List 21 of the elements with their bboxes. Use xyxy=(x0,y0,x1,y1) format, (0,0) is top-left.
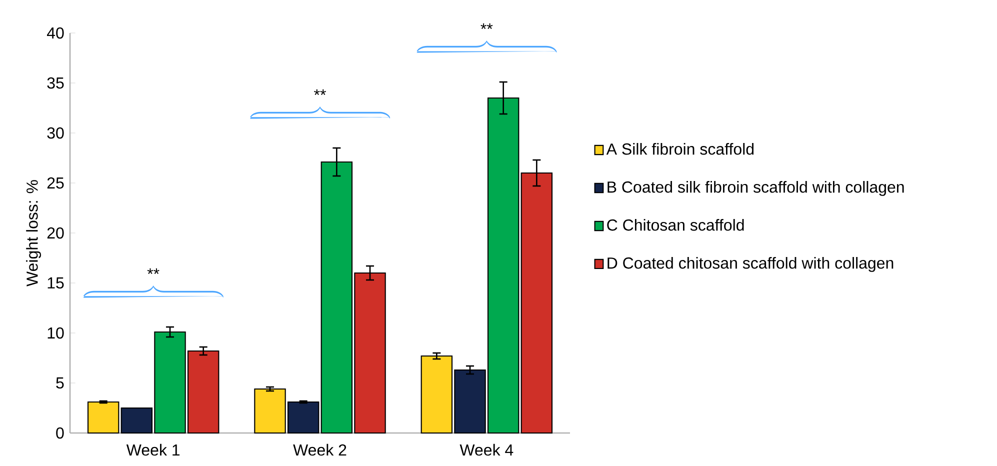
legend-label: B Coated silk fibroin scaffold with collagen xyxy=(608,181,904,196)
y-tick-label: 10 xyxy=(48,327,64,339)
legend-label: D Coated chitosan scaffold with collagen xyxy=(608,256,894,272)
y-tick-label: 35 xyxy=(47,77,64,89)
legend-label: C Chitosan scaffold xyxy=(607,218,744,231)
x-tick-label: Week 1 xyxy=(126,444,180,456)
y-tick-label: 30 xyxy=(47,127,64,139)
legend-label: A Silk fibroin scaffold xyxy=(606,143,754,155)
y-tick-label: 40 xyxy=(46,27,64,39)
annotation: ** xyxy=(147,268,160,274)
x-tick-label: Week 2 xyxy=(293,444,346,456)
y-tick-label: 5 xyxy=(56,377,64,389)
text: ** xyxy=(480,23,493,29)
annotation: ** xyxy=(314,89,326,95)
y-tick-label: 0 xyxy=(56,427,64,439)
y-tick-label: 20 xyxy=(47,227,64,239)
y-tick-label: 15 xyxy=(48,277,64,289)
x-tick-label: Week 4 xyxy=(460,444,514,456)
bar xyxy=(87,401,120,434)
y-tick-label: 25 xyxy=(47,177,64,189)
y-axis-title: Weight loss: % xyxy=(26,180,42,286)
